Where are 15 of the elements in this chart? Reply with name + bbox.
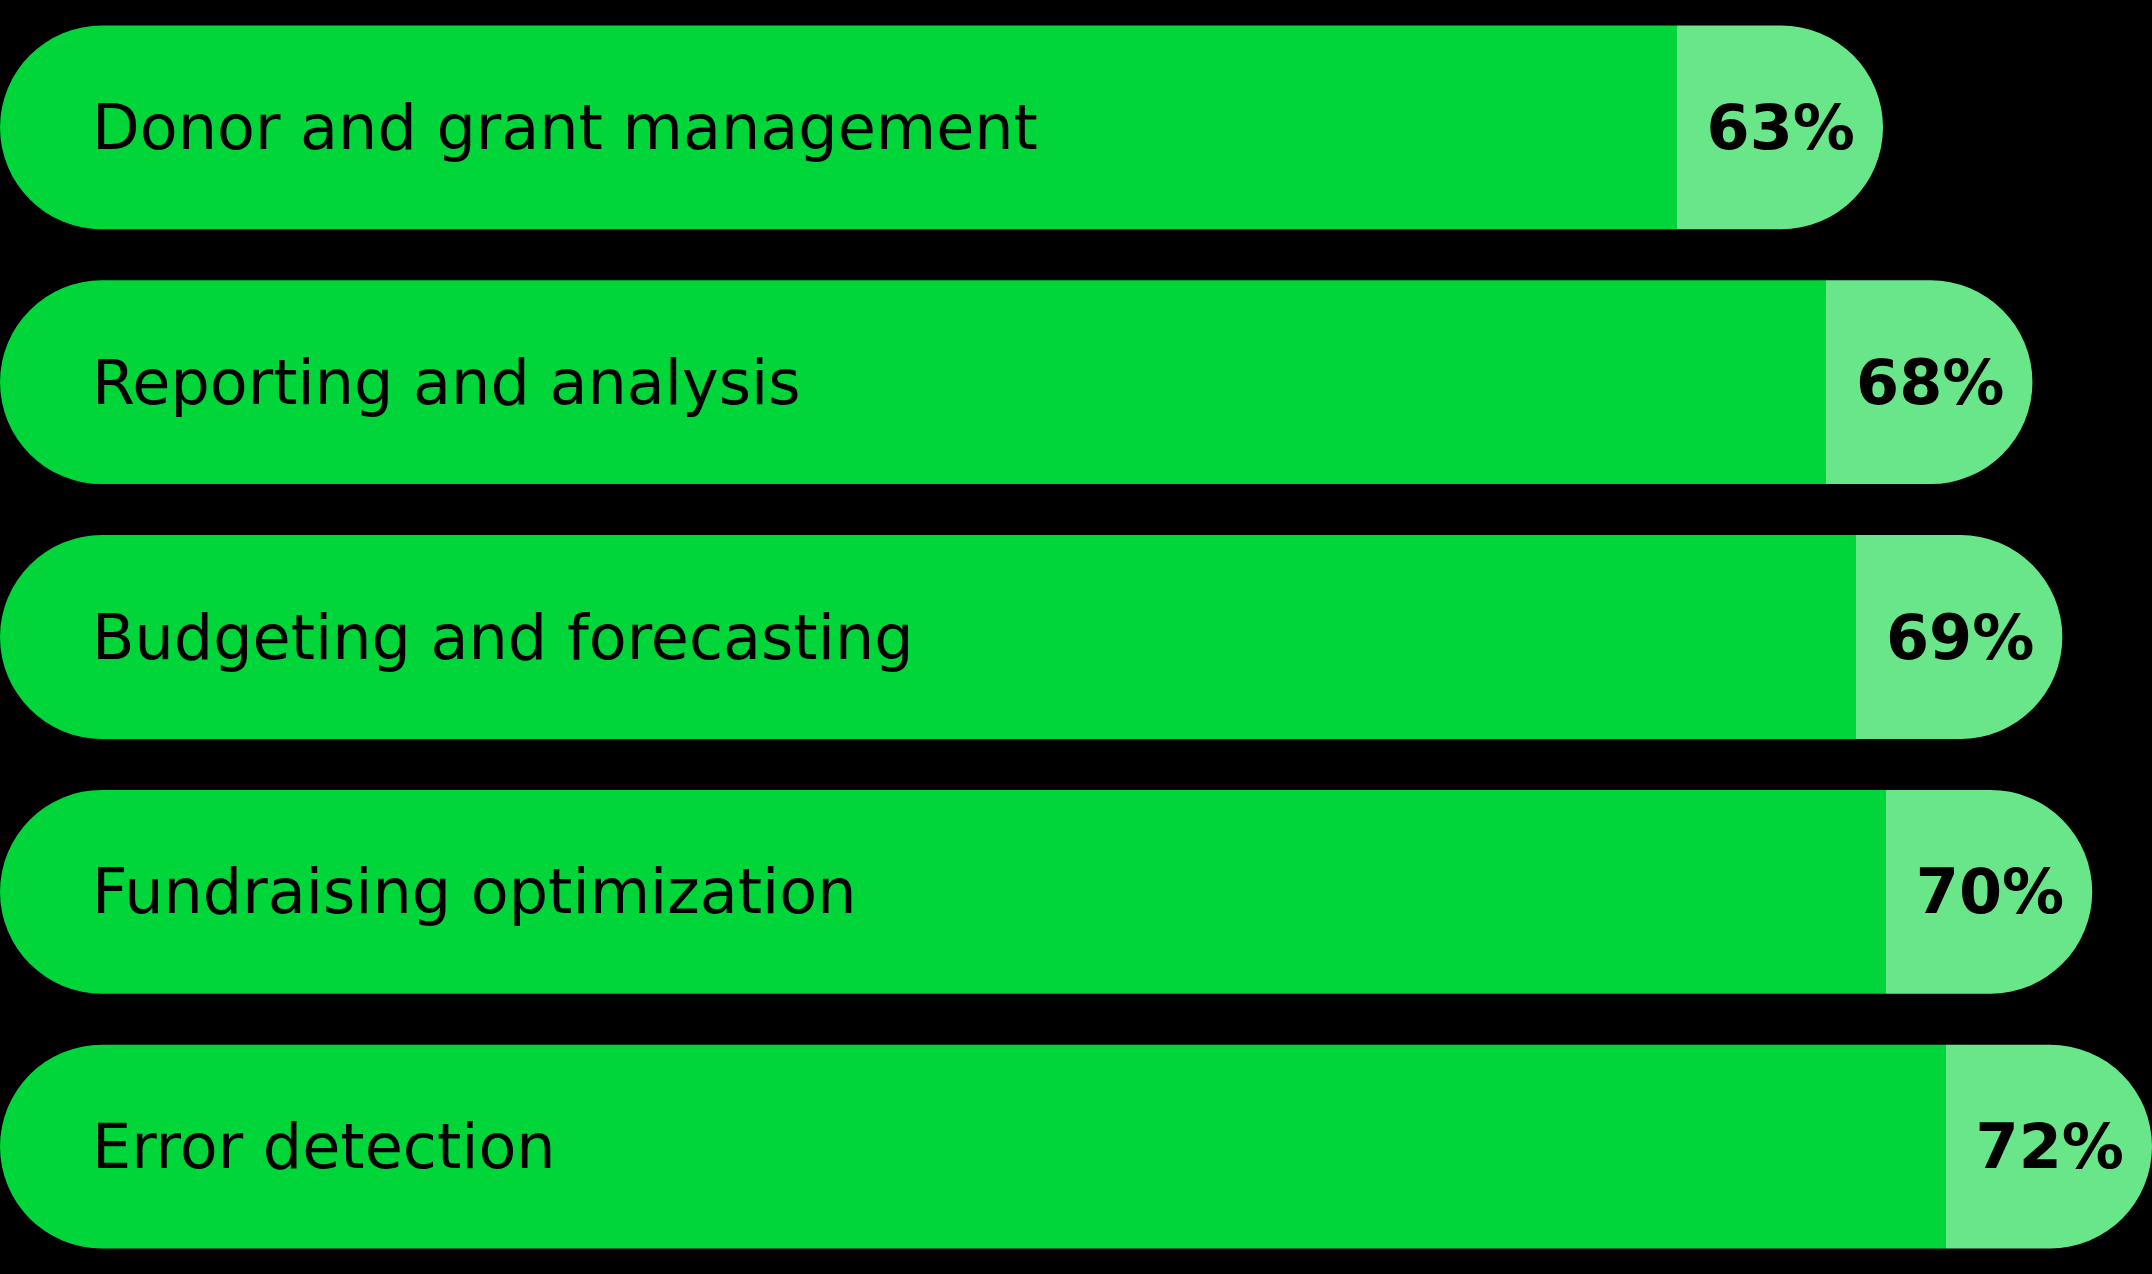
y-tick-label: Reporting and analysis [92, 345, 801, 419]
y-tick-label: Fundraising optimization [92, 855, 857, 929]
y-tick-label: Donor and grant management [92, 90, 1038, 164]
bar [0, 280, 2033, 485]
y-tick-label: Budgeting and forecasting [92, 600, 914, 674]
bar [0, 25, 1883, 230]
data-label: 68% [1856, 345, 2005, 419]
data-label: 70% [1915, 855, 2065, 929]
data-label: 69% [1885, 600, 2035, 674]
bar [0, 1044, 2152, 1249]
y-tick-label: Error detection [92, 1110, 556, 1184]
data-label: 63% [1706, 90, 1855, 164]
bar [0, 535, 2063, 739]
bar [0, 789, 2093, 994]
data-label: 72% [1975, 1110, 2124, 1184]
